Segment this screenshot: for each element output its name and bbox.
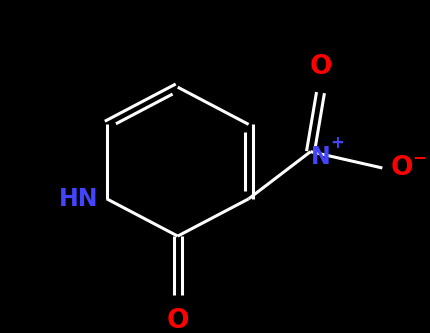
Text: HN: HN [59,187,99,211]
Text: O: O [309,54,332,80]
Text: O: O [166,308,189,333]
Text: O: O [390,155,413,181]
Text: N: N [310,145,330,169]
Text: +: + [331,134,344,152]
Text: −: − [412,148,426,166]
